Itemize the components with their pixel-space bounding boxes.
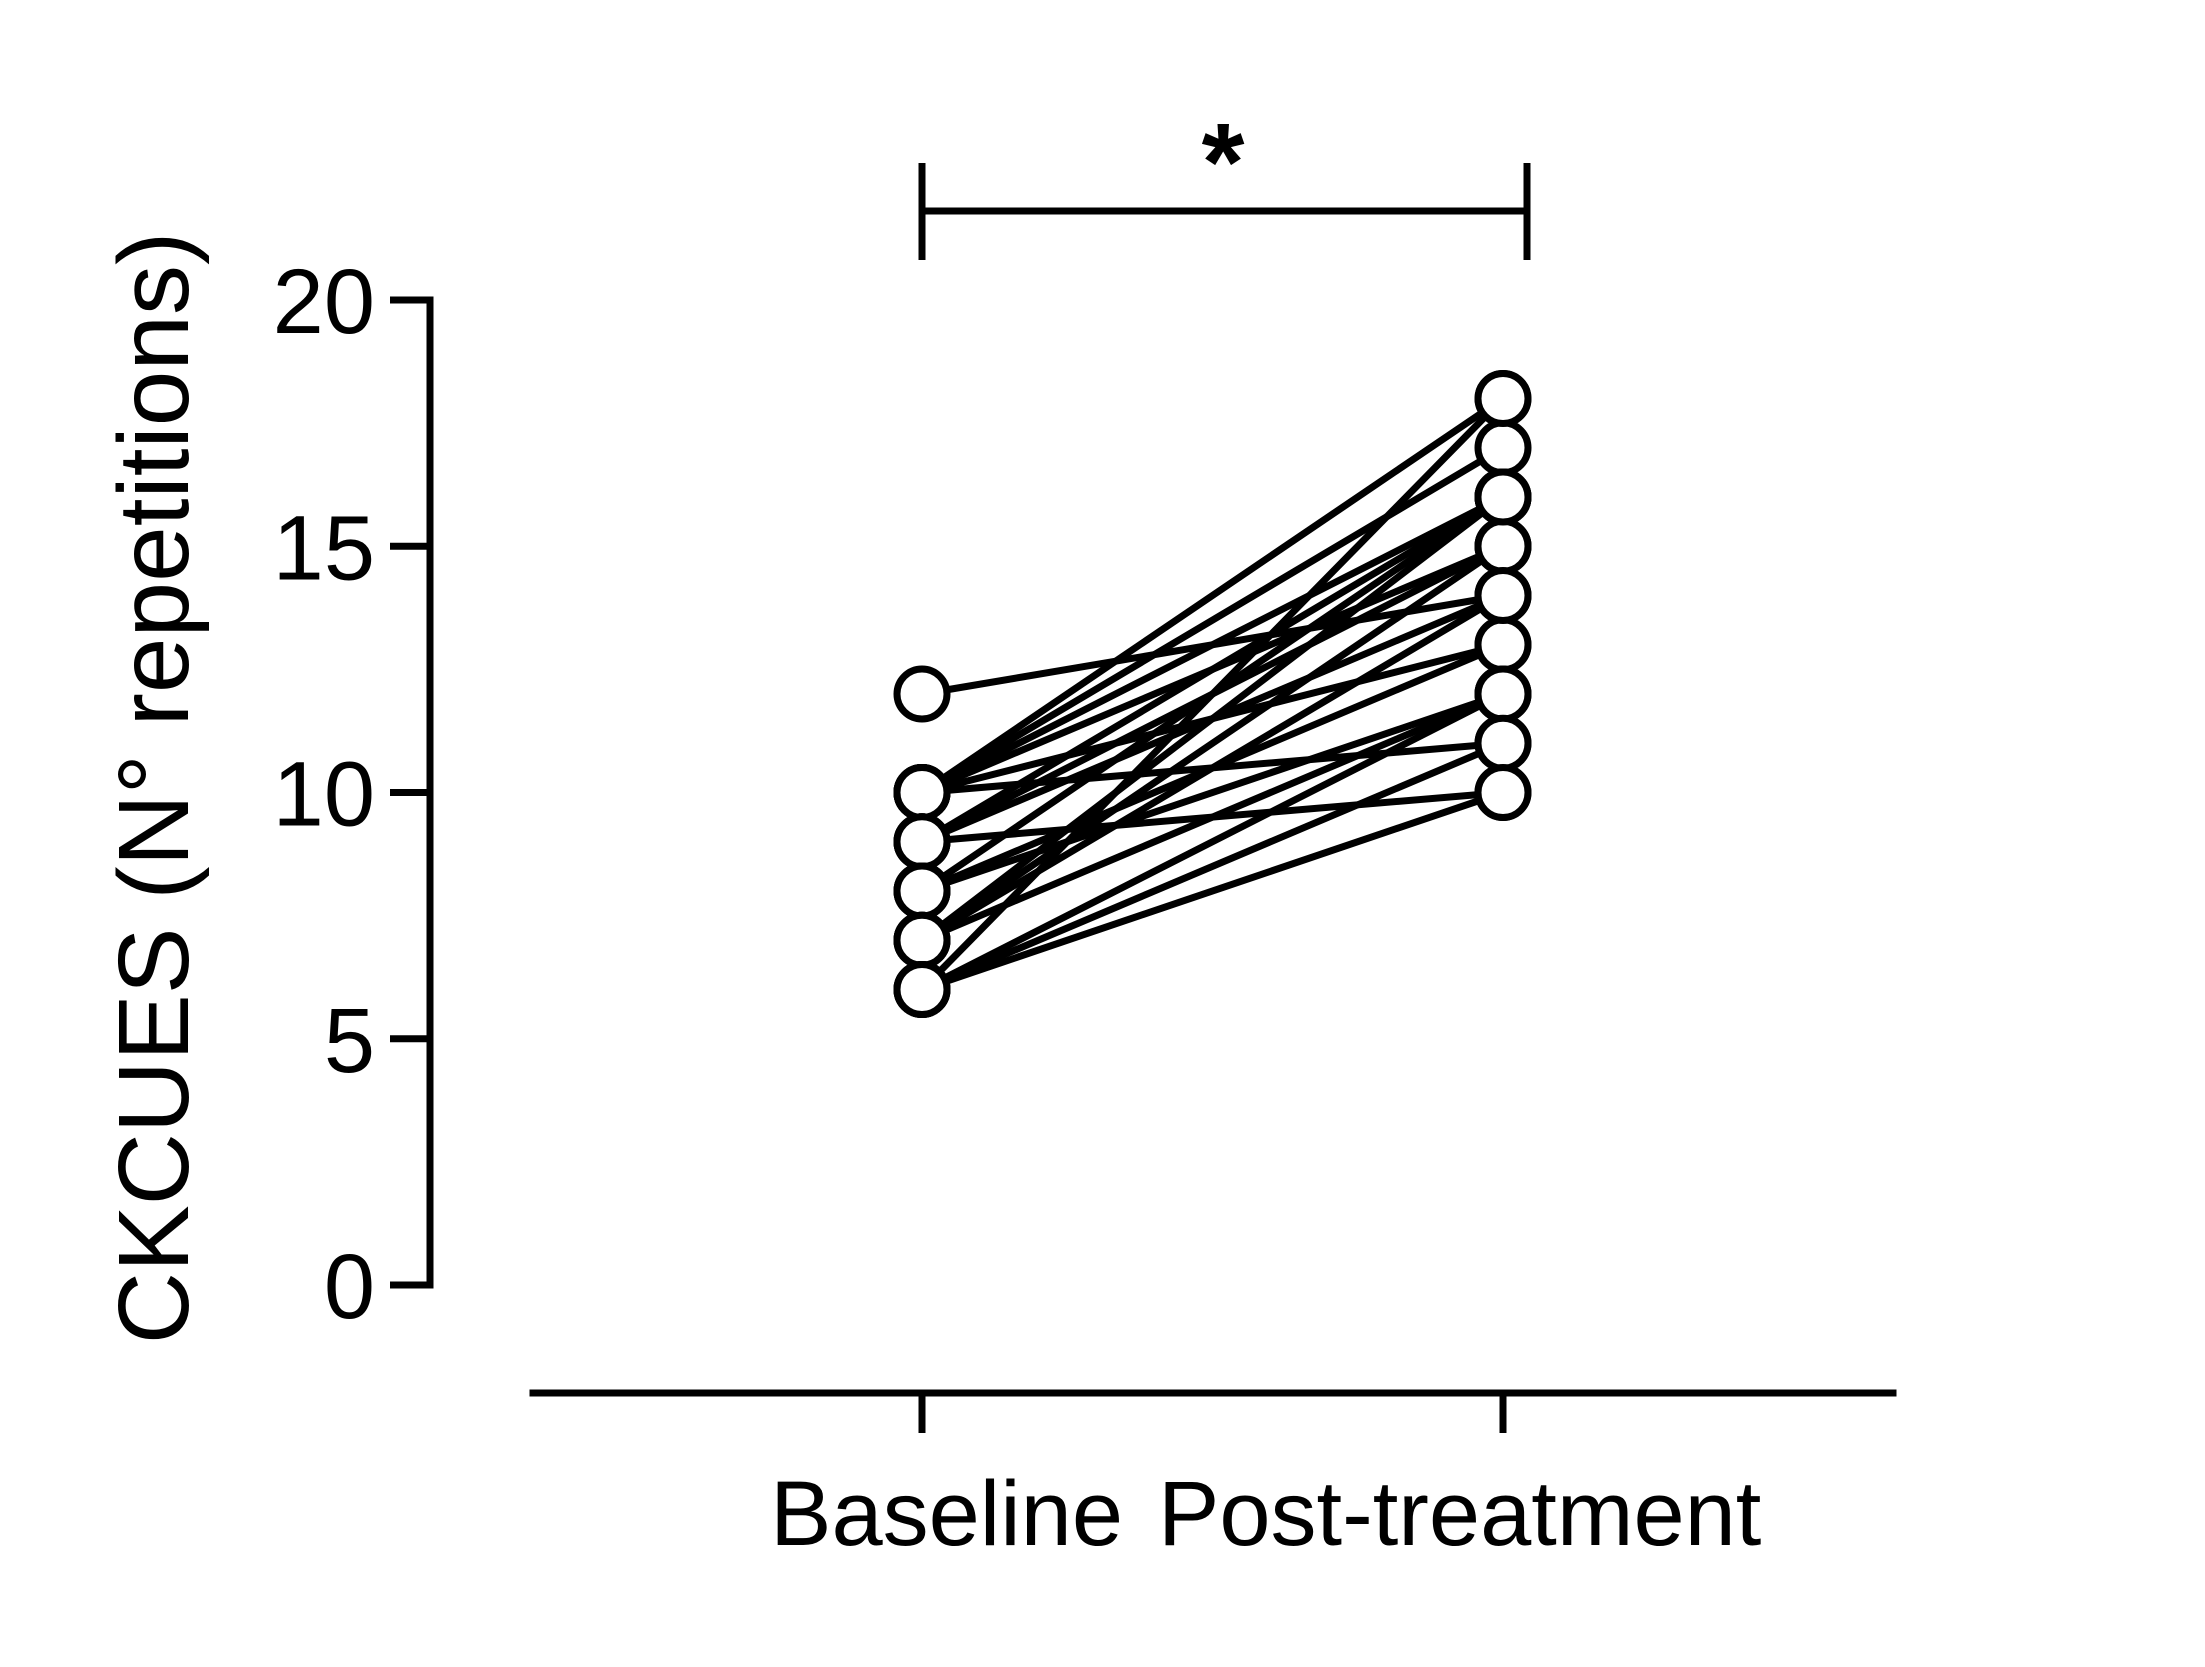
post-treatment-point [1474, 567, 1532, 624]
post-treatment-point [1474, 468, 1532, 526]
baseline-point [893, 764, 951, 821]
paired-line [920, 493, 1505, 796]
baseline-point [893, 911, 951, 969]
post-treatment-point [1474, 419, 1532, 477]
x-category-label: Baseline [770, 1463, 1123, 1565]
significance-star: * [1202, 101, 1245, 224]
y-tick-label: 10 [273, 744, 375, 846]
baseline-point [893, 665, 951, 723]
x-category-label: Post-treatment [1158, 1463, 1761, 1565]
paired-line [920, 740, 1505, 993]
paired-line [920, 444, 1505, 796]
y-tick-label: 0 [324, 1236, 375, 1338]
y-tick-label: 15 [273, 497, 375, 599]
paired-lines [919, 395, 1506, 993]
baseline-point [893, 813, 951, 871]
paired-line [920, 493, 1505, 845]
y-tick-label: 20 [273, 251, 375, 353]
y-axis: 0 5 10 15 20 [273, 251, 434, 1338]
post-treatment-point [1474, 517, 1532, 575]
y-tick-label: 5 [324, 990, 375, 1092]
post-treatment-point [1474, 616, 1532, 674]
x-axis: Baseline Post-treatment [529, 1389, 1897, 1565]
paired-line [920, 592, 1505, 944]
post-treatment-point [1474, 665, 1532, 723]
paired-line [920, 690, 1505, 944]
baseline-point [893, 862, 951, 920]
paired-line [920, 690, 1505, 993]
significance-annotation: * [918, 101, 1531, 260]
post-treatment-point [1474, 714, 1532, 772]
paired-line [919, 396, 1506, 992]
paired-line [920, 543, 1505, 944]
post-treatment-point [1474, 764, 1532, 821]
paired-line [920, 789, 1505, 993]
data-points [893, 370, 1532, 1018]
y-axis-title: CKCUES (N° repetitions) [98, 232, 210, 1345]
paired-line [920, 395, 1505, 796]
paired-line [919, 494, 1506, 944]
post-treatment-point [1474, 370, 1532, 427]
baseline-point [893, 961, 951, 1018]
paired-line [920, 690, 1505, 895]
